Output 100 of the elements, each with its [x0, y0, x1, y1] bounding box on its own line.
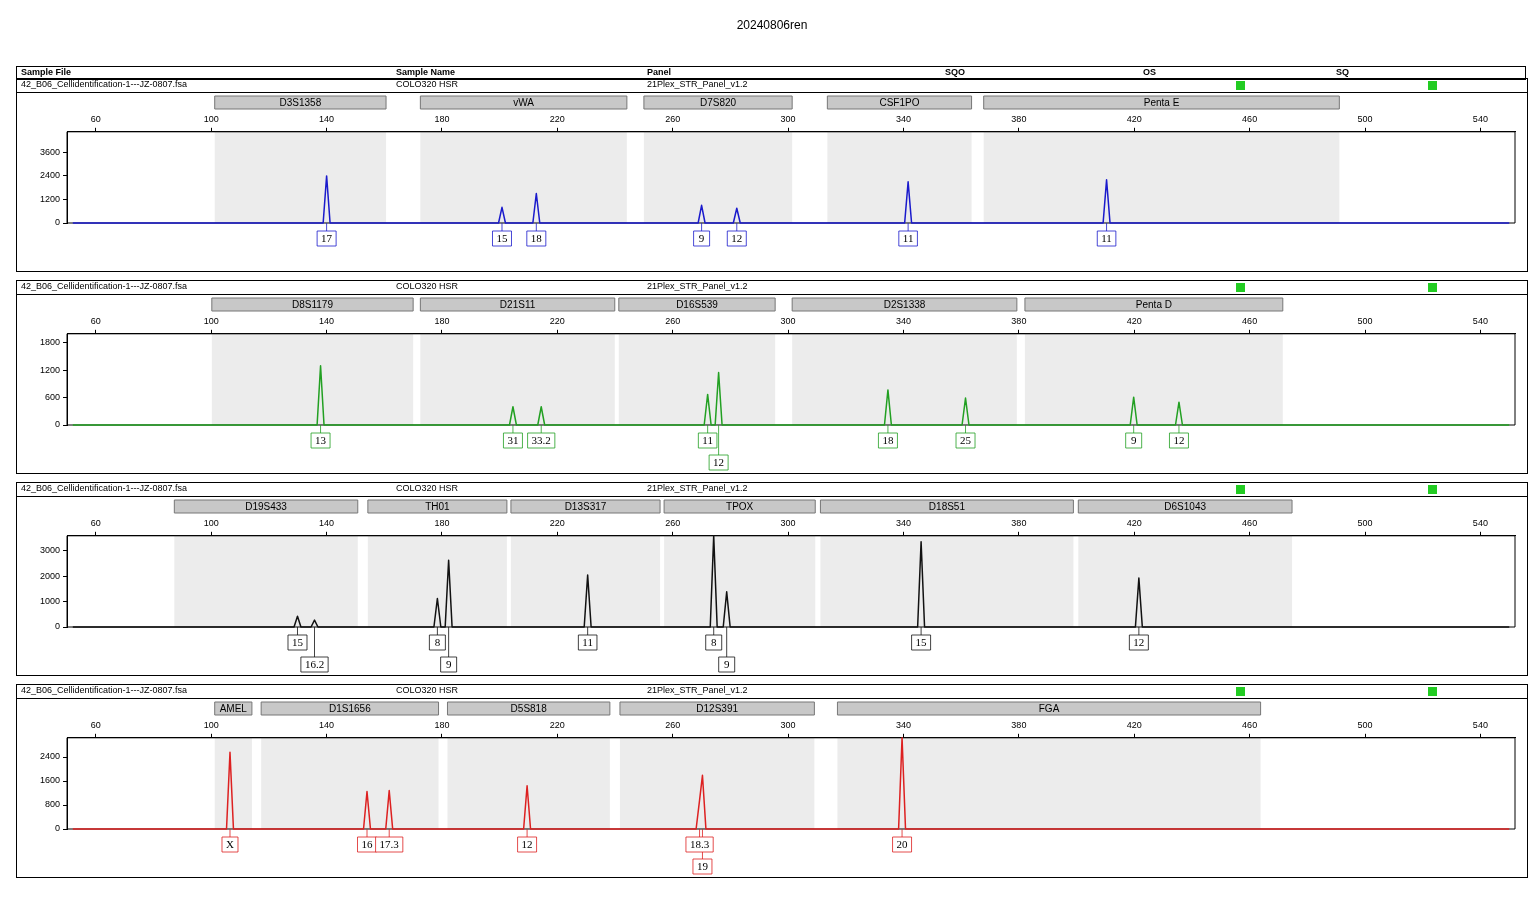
annotation: 9: [1130, 433, 1137, 446]
text: 21Plex_STR_Panel_v1.2: [647, 685, 748, 695]
y-tick-label: 0: [55, 621, 61, 632]
band-label: CSF1PO: [879, 96, 920, 108]
annotation: 18.3: [689, 837, 710, 850]
annotation: 12: [1133, 635, 1145, 648]
text: SQO: [945, 67, 966, 77]
y-tick-label: 1000: [39, 596, 61, 607]
x-tick-label: 100: [203, 719, 219, 730]
x-tick-label: 500: [1357, 719, 1373, 730]
x-tick-label: 60: [90, 719, 101, 730]
y-tick-label: 1800: [39, 337, 61, 348]
x-tick-label: 380: [1011, 517, 1027, 528]
band-label: D21S11: [499, 298, 536, 310]
annotation: 11: [1101, 231, 1112, 244]
annotation: 20: [896, 837, 909, 850]
annotation: 9: [445, 657, 452, 670]
text: 42_B06_Cellidentification-1---JZ-0807.fsa: [21, 79, 188, 89]
y-tick-label: 1200: [39, 193, 61, 204]
x-tick-label: 60: [90, 517, 101, 528]
x-tick-label: 340: [895, 517, 912, 528]
x-tick-label: 500: [1357, 113, 1373, 124]
x-tick-label: 260: [665, 113, 681, 124]
band-label: FGA: [1038, 702, 1060, 714]
band-label: vWA: [513, 96, 535, 108]
annotation: 15: [291, 635, 304, 648]
x-tick-label: 540: [1472, 517, 1488, 528]
x-tick-label: 540: [1472, 315, 1488, 326]
annotation: 16.2: [304, 657, 325, 670]
band-label: TH01: [425, 500, 451, 512]
band-label: D1S1656: [328, 702, 372, 714]
y-tick-label: 2000: [39, 570, 61, 581]
x-tick-label: 420: [1126, 517, 1142, 528]
x-tick-label: 460: [1242, 517, 1258, 528]
annotation: 12: [731, 231, 743, 244]
annotation: 18: [530, 231, 543, 244]
text: COLO320 HSR: [396, 685, 459, 695]
text: 21Plex_STR_Panel_v1.2: [647, 79, 748, 89]
annotation: 15: [496, 231, 508, 244]
y-tick-label: 600: [44, 392, 61, 403]
text: SQ: [1336, 67, 1350, 77]
y-tick-label: 3000: [39, 545, 61, 556]
x-tick-label: 220: [549, 517, 565, 528]
band-label: Penta E: [1143, 96, 1180, 108]
x-tick-label: 420: [1126, 315, 1142, 326]
x-tick-label: 220: [549, 719, 565, 730]
annotation: 33.2: [531, 433, 551, 446]
y-tick-label: 0: [55, 419, 61, 430]
band-label: D13S317: [564, 500, 607, 512]
x-tick-label: 180: [434, 517, 450, 528]
x-tick-label: 500: [1357, 315, 1373, 326]
x-tick-label: 340: [895, 719, 912, 730]
x-tick-label: 260: [665, 719, 681, 730]
band-label: D3S1358: [279, 96, 322, 108]
x-tick-label: 220: [549, 315, 565, 326]
text: Panel: [647, 67, 672, 77]
x-tick-label: 260: [665, 315, 681, 326]
annotation: 8: [434, 635, 441, 648]
band-label: D16S539: [676, 298, 719, 310]
text: 42_B06_Cellidentification-1---JZ-0807.fsa: [21, 483, 188, 493]
text: 42_B06_Cellidentification-1---JZ-0807.fsa: [21, 685, 188, 695]
annotation: 31: [507, 433, 519, 446]
x-tick-label: 260: [665, 517, 681, 528]
band-label: D19S433: [245, 500, 288, 512]
annotation: 9: [698, 231, 705, 244]
x-tick-label: 60: [90, 315, 101, 326]
x-tick-label: 140: [319, 517, 335, 528]
band-label: D18S51: [928, 500, 966, 512]
y-tick-label: 2400: [39, 170, 61, 181]
x-tick-label: 300: [780, 315, 796, 326]
band-label: D6S1043: [1164, 500, 1207, 512]
y-tick-label: 800: [44, 799, 61, 810]
annotation: 12: [713, 455, 725, 468]
band-label: D5S818: [510, 702, 548, 714]
x-tick-label: 100: [203, 315, 219, 326]
text: 21Plex_STR_Panel_v1.2: [647, 483, 748, 493]
x-tick-label: 460: [1242, 315, 1258, 326]
y-tick-label: 0: [55, 823, 61, 834]
text: Sample Name: [396, 67, 456, 77]
text: 20240806ren: [735, 18, 809, 32]
x-tick-label: 300: [780, 113, 796, 124]
x-tick-label: 340: [895, 315, 912, 326]
x-tick-label: 460: [1242, 719, 1258, 730]
x-tick-label: 180: [434, 719, 450, 730]
band-label: D7S820: [699, 96, 737, 108]
annotation: 17: [321, 231, 333, 244]
x-tick-label: 380: [1011, 113, 1027, 124]
x-tick-label: 380: [1011, 719, 1027, 730]
annotation: 15: [915, 635, 928, 648]
annotation: 11: [902, 231, 914, 244]
x-tick-label: 100: [203, 517, 219, 528]
annotation: X: [226, 837, 235, 850]
x-tick-label: 140: [319, 315, 335, 326]
annotation: 11: [702, 433, 713, 446]
text: COLO320 HSR: [396, 79, 459, 89]
annotation: 9: [723, 657, 730, 670]
annotation: 12: [1173, 433, 1185, 446]
x-tick-label: 300: [780, 517, 796, 528]
x-tick-label: 180: [434, 315, 450, 326]
x-tick-label: 180: [434, 113, 450, 124]
